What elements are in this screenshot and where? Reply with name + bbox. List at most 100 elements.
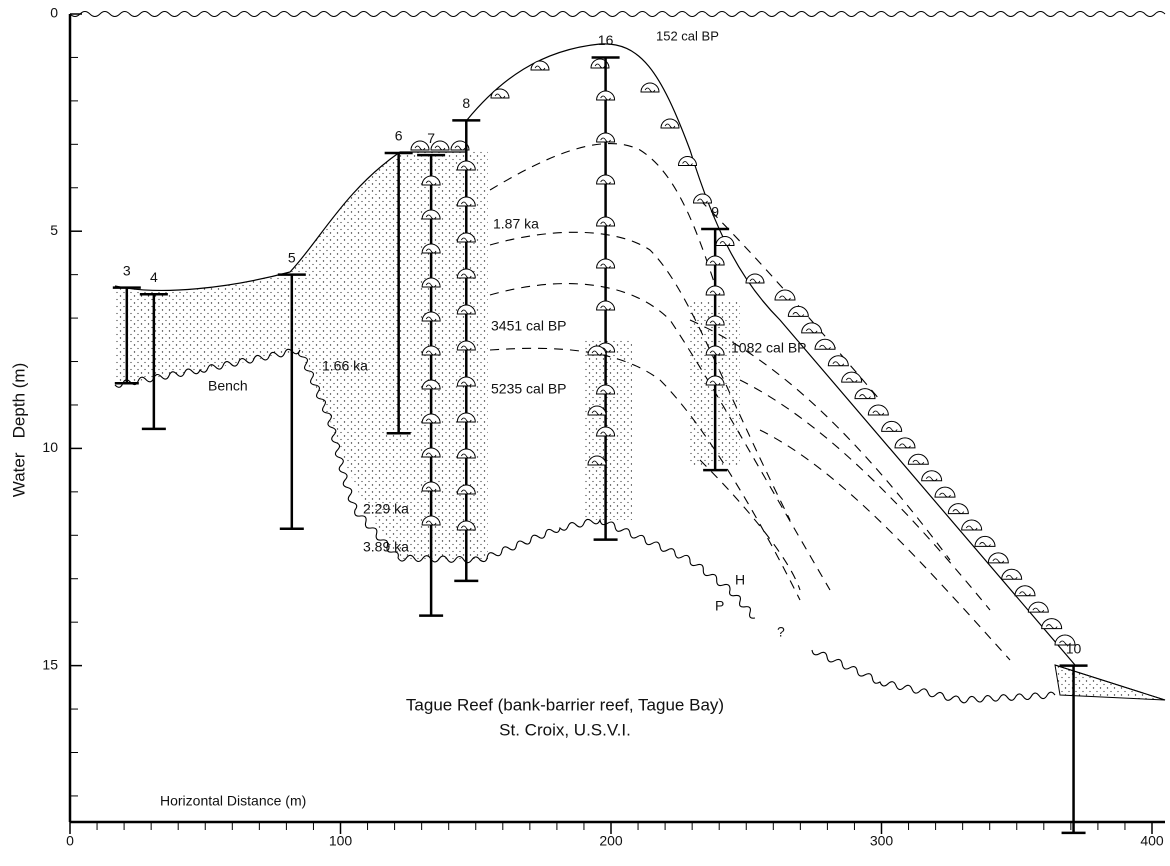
coral-texture xyxy=(845,377,858,383)
core-label: 9 xyxy=(711,204,719,220)
reef-drawing xyxy=(114,43,1166,701)
coral-texture xyxy=(425,180,437,186)
figure-title: Tague Reef (bank-barrier reef, Tague Bay… xyxy=(406,695,724,714)
coral-texture xyxy=(460,345,472,351)
coral-texture xyxy=(454,145,466,151)
coral-texture xyxy=(925,476,938,482)
figure-subtitle: St. Croix, U.S.V.I. xyxy=(499,720,631,739)
coral-texture xyxy=(425,350,437,356)
core-label: 6 xyxy=(395,128,403,144)
coral-texture xyxy=(591,410,603,416)
coral-texture xyxy=(425,282,437,288)
coral-texture xyxy=(697,198,708,204)
coral-texture xyxy=(992,558,1005,564)
facies-label: ? xyxy=(777,624,785,640)
coral-texture xyxy=(805,328,818,334)
date-label: 1082 cal BP xyxy=(731,340,807,356)
coral-texture xyxy=(749,278,761,284)
coral-texture xyxy=(965,525,978,531)
coral-texture xyxy=(600,389,611,395)
coral-texture xyxy=(425,452,437,458)
core-label: 7 xyxy=(427,130,435,146)
coral-texture xyxy=(709,260,721,266)
coral-texture xyxy=(460,381,472,387)
coral-texture xyxy=(460,237,472,243)
date-label: 152 cal BP xyxy=(656,28,719,43)
coral-texture xyxy=(460,309,472,315)
coral-texture xyxy=(600,305,611,311)
coral-texture xyxy=(664,123,676,129)
x-tick-label: 0 xyxy=(66,833,74,849)
coral-texture xyxy=(425,520,437,526)
coral-texture xyxy=(460,417,472,423)
coral-texture xyxy=(494,93,506,99)
coral-texture xyxy=(591,350,603,356)
coral-texture xyxy=(460,201,472,207)
x-tick-label: 200 xyxy=(599,833,623,849)
coral-texture xyxy=(600,263,611,269)
y-tick-label: 0 xyxy=(50,5,58,21)
date-label: 5235 cal BP xyxy=(491,381,567,397)
coral-texture xyxy=(425,214,437,220)
coral-texture xyxy=(819,344,831,350)
coral-texture xyxy=(425,384,437,390)
core-label: 3 xyxy=(123,262,131,278)
facies-label: Bench xyxy=(208,378,248,394)
core-label: 10 xyxy=(1066,640,1082,656)
coral-texture xyxy=(832,361,845,367)
coral-texture xyxy=(779,295,791,301)
erosion-surface xyxy=(298,349,399,559)
date-label: 3.89 ka xyxy=(363,539,409,555)
core-label: 16 xyxy=(598,32,614,48)
coral-texture xyxy=(460,273,472,279)
coral-texture xyxy=(600,137,611,143)
coral-texture xyxy=(460,165,472,171)
coral-texture xyxy=(979,542,991,547)
coral-texture xyxy=(600,95,611,101)
x-axis-label: Horizontal Distance (m) xyxy=(160,793,306,809)
coral-texture xyxy=(434,145,446,151)
coral-texture xyxy=(1005,574,1018,580)
coral-texture xyxy=(594,63,606,69)
erosion-surface xyxy=(811,649,1056,704)
date-label: 1.66 ka xyxy=(322,358,368,374)
coral-texture xyxy=(460,453,472,459)
x-tick-label: 300 xyxy=(870,833,894,849)
coral-texture xyxy=(460,525,472,531)
coral-texture xyxy=(1045,624,1058,629)
y-tick-label: 15 xyxy=(42,656,58,672)
growth-lines xyxy=(489,142,1011,661)
core-label: 4 xyxy=(150,269,158,285)
date-label: 2.29 ka xyxy=(363,501,409,517)
coral-texture xyxy=(460,489,472,495)
coral-texture xyxy=(425,486,437,492)
coral-texture xyxy=(709,290,721,296)
coral-texture xyxy=(939,492,951,498)
water-surface xyxy=(69,11,1166,17)
coral-texture xyxy=(591,460,603,466)
x-tick-label: 100 xyxy=(329,833,353,849)
coral-texture xyxy=(1059,640,1071,646)
core-label: 5 xyxy=(288,249,296,265)
coral-texture xyxy=(872,410,885,416)
y-tick-label: 10 xyxy=(42,439,58,455)
coral-texture xyxy=(899,443,911,449)
coral-texture xyxy=(709,320,721,326)
coral-texture xyxy=(600,431,611,437)
coral-texture xyxy=(859,394,871,399)
coral-texture xyxy=(414,145,426,151)
coral-texture xyxy=(952,509,965,514)
coral-texture xyxy=(425,248,437,254)
y-tick-label: 5 xyxy=(50,222,58,238)
coral-texture xyxy=(1019,591,1031,597)
date-label: 3451 cal BP xyxy=(491,318,567,334)
date-label: 1.87 ka xyxy=(493,216,539,232)
coral-texture xyxy=(600,221,611,227)
facies-label: H xyxy=(735,572,745,588)
coral-texture xyxy=(534,65,546,71)
coral-texture xyxy=(644,87,656,93)
coral-texture xyxy=(885,427,898,432)
core-label: 8 xyxy=(462,95,470,111)
coral-texture xyxy=(425,316,437,322)
